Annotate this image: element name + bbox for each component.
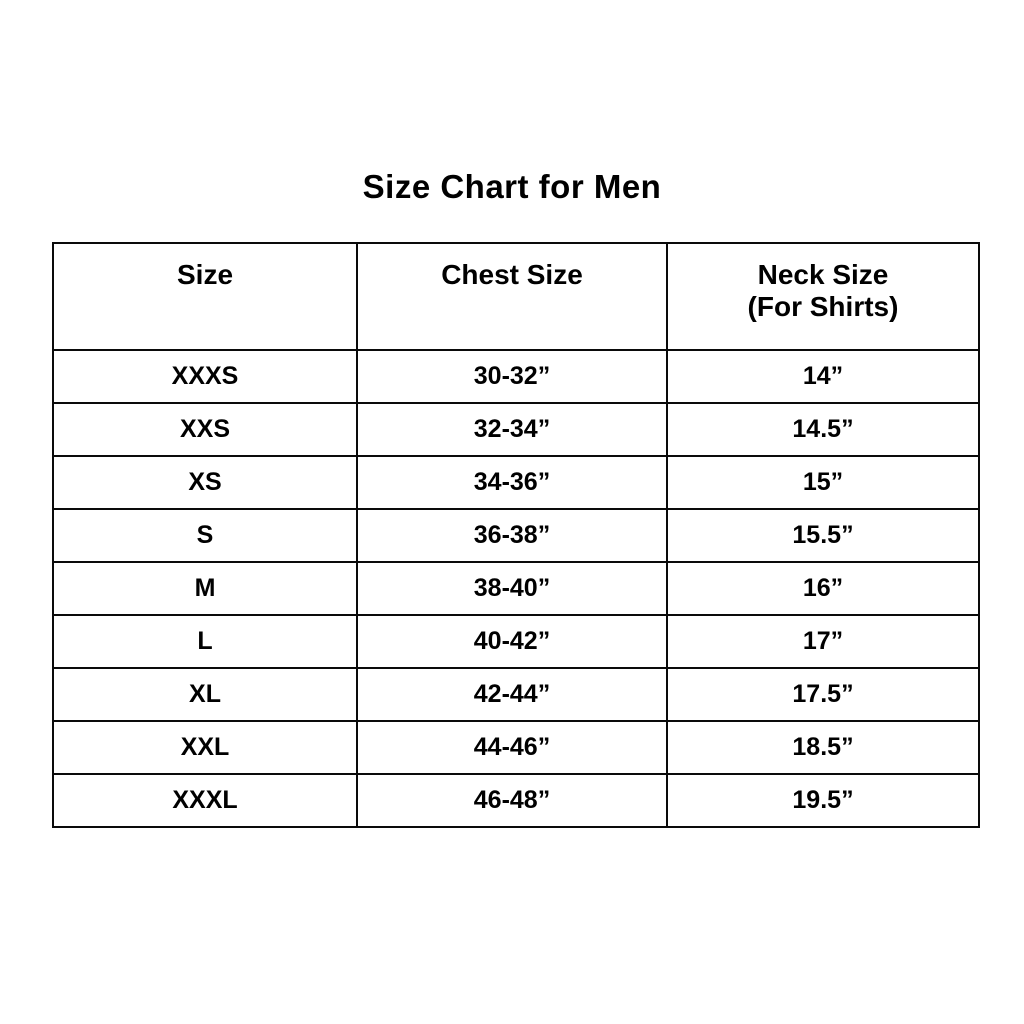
table-row-xxs: XXS 32-34” 14.5” bbox=[52, 402, 980, 457]
column-header-size-label: Size bbox=[176, 259, 234, 290]
size-cell: XXL bbox=[52, 720, 358, 775]
column-header-neck-label-line2: (For Shirts) bbox=[747, 291, 899, 322]
chest-size-cell: 42-44” bbox=[356, 667, 668, 722]
size-cell: L bbox=[52, 614, 358, 669]
neck-size-cell: 15.5” bbox=[666, 508, 980, 563]
table-row-l: L 40-42” 17” bbox=[52, 614, 980, 669]
chest-size-cell: 30-32” bbox=[356, 349, 668, 404]
neck-size-cell: 15” bbox=[666, 455, 980, 510]
size-chart-table: Size Chest Size Neck Size (For Shirts) X… bbox=[52, 242, 980, 828]
size-cell: M bbox=[52, 561, 358, 616]
table-row-xxxl: XXXL 46-48” 19.5” bbox=[52, 773, 980, 828]
column-header-neck-label-line1: Neck Size bbox=[757, 259, 889, 290]
size-cell: XS bbox=[52, 455, 358, 510]
size-cell: XXS bbox=[52, 402, 358, 457]
table-row-s: S 36-38” 15.5” bbox=[52, 508, 980, 563]
chest-size-cell: 46-48” bbox=[356, 773, 668, 828]
size-cell: XL bbox=[52, 667, 358, 722]
column-header-neck-size: Neck Size (For Shirts) bbox=[666, 242, 980, 351]
chest-size-cell: 44-46” bbox=[356, 720, 668, 775]
chest-size-cell: 40-42” bbox=[356, 614, 668, 669]
neck-size-cell: 17” bbox=[666, 614, 980, 669]
column-header-chest-size: Chest Size bbox=[356, 242, 668, 351]
neck-size-cell: 14.5” bbox=[666, 402, 980, 457]
column-header-chest-label: Chest Size bbox=[441, 259, 583, 290]
table-row-xl: XL 42-44” 17.5” bbox=[52, 667, 980, 722]
page-title: Size Chart for Men bbox=[362, 168, 662, 205]
table-row-m: M 38-40” 16” bbox=[52, 561, 980, 616]
neck-size-cell: 16” bbox=[666, 561, 980, 616]
chest-size-cell: 34-36” bbox=[356, 455, 668, 510]
column-header-size: Size bbox=[52, 242, 358, 351]
table-row-xxl: XXL 44-46” 18.5” bbox=[52, 720, 980, 775]
table-header-row: Size Chest Size Neck Size (For Shirts) bbox=[52, 242, 980, 351]
chest-size-cell: 36-38” bbox=[356, 508, 668, 563]
size-cell: S bbox=[52, 508, 358, 563]
neck-size-cell: 19.5” bbox=[666, 773, 980, 828]
table-row-xs: XS 34-36” 15” bbox=[52, 455, 980, 510]
size-cell: XXXL bbox=[52, 773, 358, 828]
neck-size-cell: 18.5” bbox=[666, 720, 980, 775]
neck-size-cell: 14” bbox=[666, 349, 980, 404]
chest-size-cell: 38-40” bbox=[356, 561, 668, 616]
neck-size-cell: 17.5” bbox=[666, 667, 980, 722]
size-cell: XXXS bbox=[52, 349, 358, 404]
table-row-xxxs: XXXS 30-32” 14” bbox=[52, 349, 980, 404]
chest-size-cell: 32-34” bbox=[356, 402, 668, 457]
